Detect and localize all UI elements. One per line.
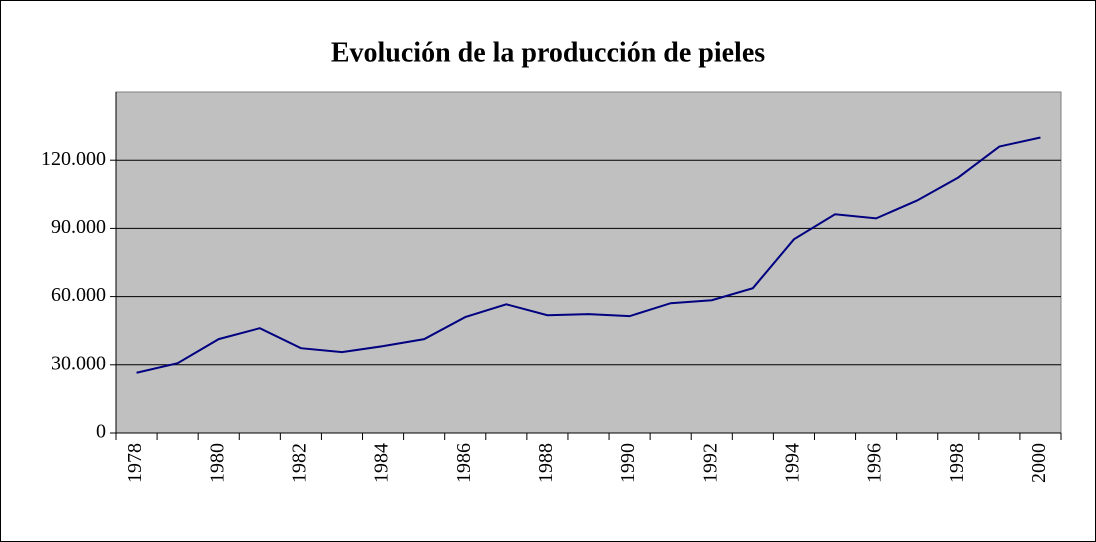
data-line	[136, 136, 1041, 374]
x-tick-label: 1994	[782, 443, 804, 483]
x-tick-label: 1988	[535, 443, 557, 483]
x-tick-label: 1980	[206, 443, 228, 483]
x-tick-label: 1978	[124, 443, 146, 483]
chart-title: Evolución de la producción de pieles	[331, 37, 765, 68]
y-tick-label: 0	[96, 421, 106, 443]
x-tick-label: 1996	[864, 443, 886, 483]
y-tick-label: 120.000	[41, 148, 106, 170]
x-tick-label: 1992	[699, 443, 721, 483]
plot-area	[115, 91, 1062, 434]
y-tick-label: 90.000	[51, 216, 106, 238]
x-tick-label: 1998	[946, 443, 968, 483]
x-tick-label: 1986	[453, 443, 475, 483]
y-tick-label: 30.000	[51, 352, 106, 374]
y-tick-label: 60.000	[51, 284, 106, 306]
x-tick-label: 1984	[371, 443, 393, 483]
x-tick-label: 1982	[288, 443, 310, 483]
x-tick-label: 1990	[617, 443, 639, 483]
x-tick-label: 2000	[1028, 443, 1050, 483]
